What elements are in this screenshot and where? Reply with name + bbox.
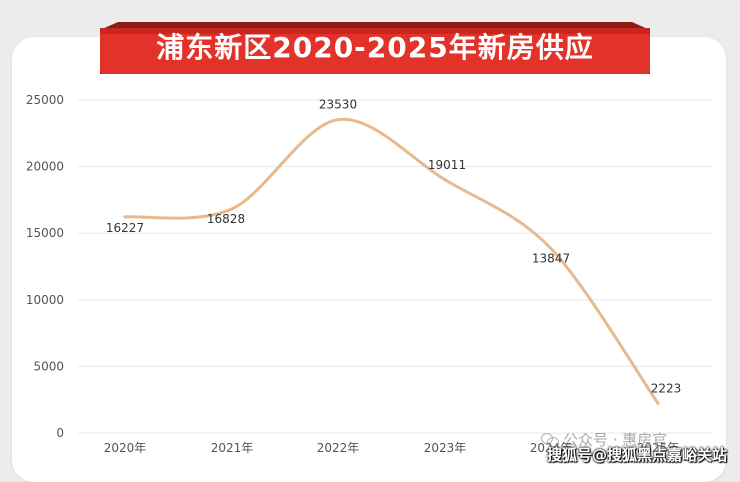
title-banner: 浦东新区2020-2025年新房供应 (100, 22, 650, 74)
chart-title: 浦东新区2020-2025年新房供应 (156, 31, 594, 64)
data-label: 13847 (532, 252, 570, 266)
data-label: 2223 (651, 381, 682, 395)
data-point (336, 118, 340, 122)
data-label: 16227 (106, 221, 144, 235)
x-tick-label: 2021年 (211, 441, 254, 455)
watermark-source: 搜狐号@搜狐黑点嘉峪关站 (547, 446, 728, 464)
data-label: 19011 (428, 158, 466, 172)
y-tick-label: 10000 (26, 293, 64, 307)
data-point (123, 215, 127, 219)
y-tick-label: 0 (56, 426, 64, 440)
data-point (549, 247, 553, 251)
y-tick-label: 5000 (33, 359, 64, 373)
wechat-icon (541, 431, 559, 447)
x-tick-label: 2025年 (637, 441, 680, 455)
watermark-account-text: 公众号 · 惠房官 (563, 430, 668, 449)
y-tick-label: 15000 (26, 226, 64, 240)
x-tick-label: 2022年 (317, 441, 360, 455)
x-tick-label: 2023年 (424, 441, 467, 455)
data-point (656, 401, 660, 405)
title-banner-shape (100, 22, 650, 74)
line-chart: 0 5000 10000 15000 20000 25000 2020年 2021年 2022年… (26, 93, 712, 455)
chart-card (12, 37, 726, 482)
data-label: 16828 (207, 212, 245, 226)
watermark-account: 公众号 · 惠房官 (541, 428, 667, 450)
x-tick-label: 2020年 (104, 441, 147, 455)
data-point (230, 207, 234, 211)
series-line (123, 117, 660, 405)
x-tick-label: 2024年 (530, 441, 573, 455)
y-tick-label: 20000 (26, 160, 64, 174)
data-point (443, 178, 447, 182)
data-label: 23530 (319, 98, 357, 112)
y-tick-label: 25000 (26, 93, 64, 107)
